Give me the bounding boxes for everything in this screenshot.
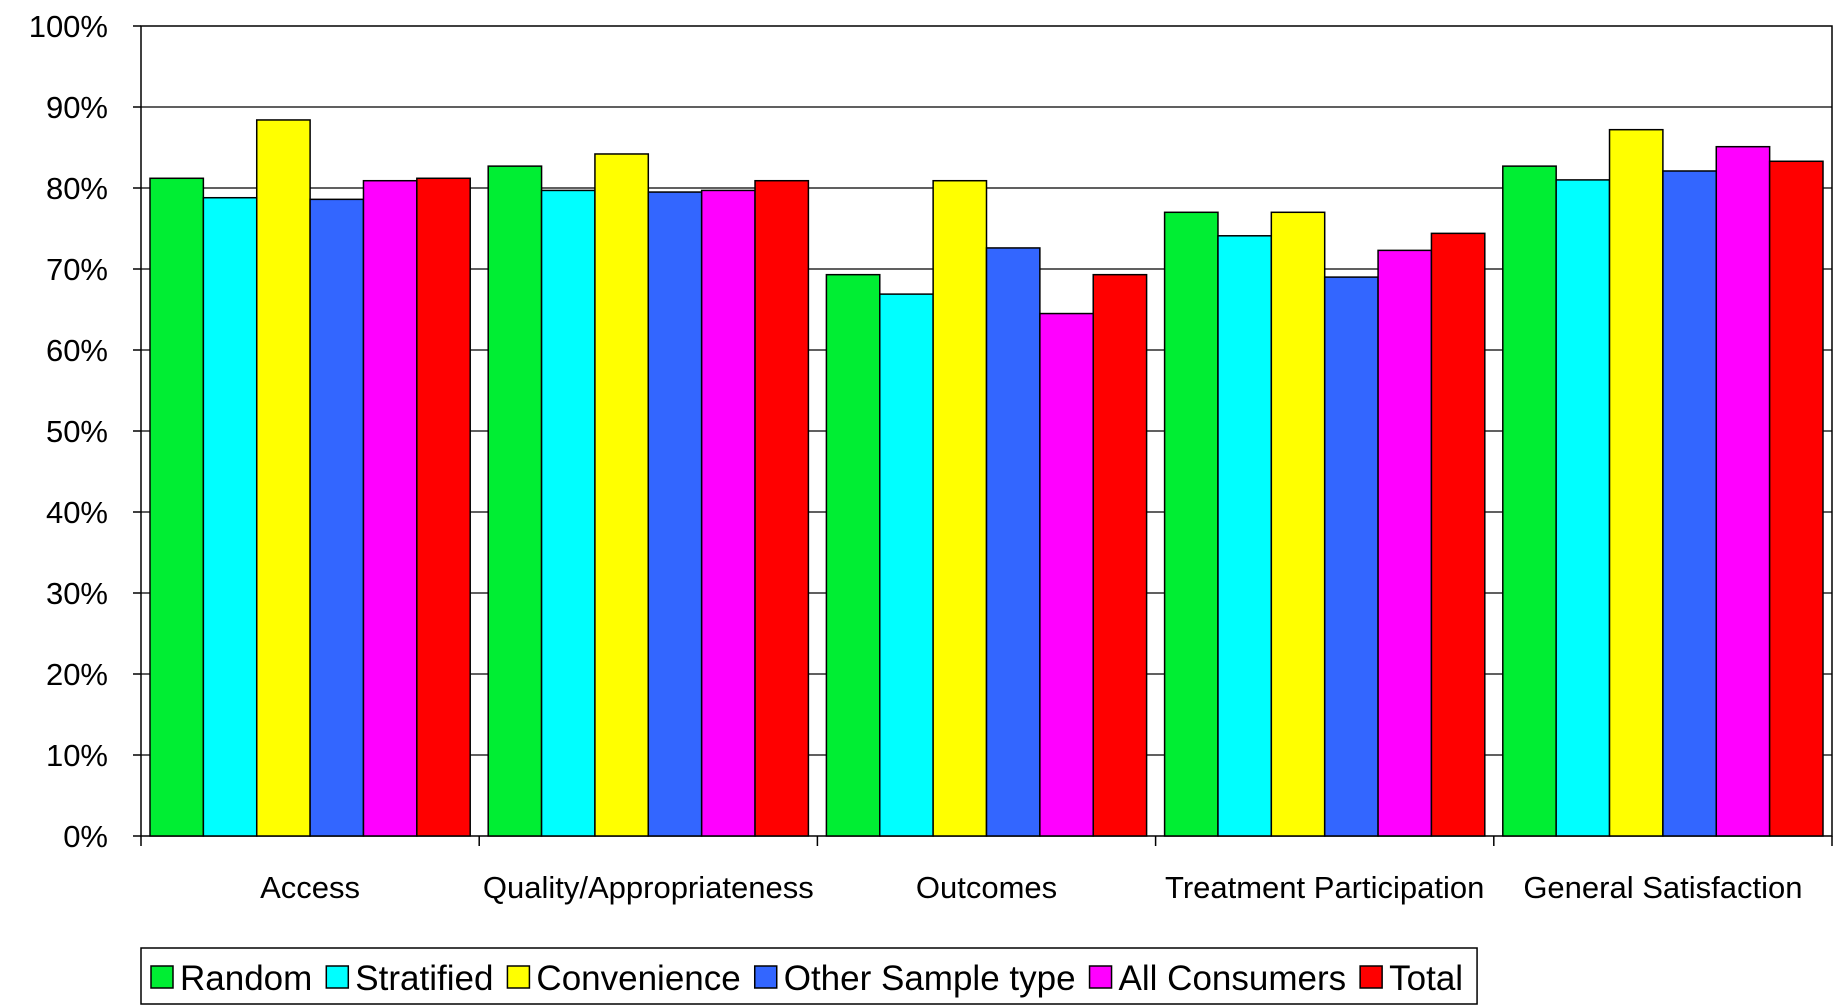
bar-all-consumers-4: [1716, 147, 1769, 836]
x-axis-category-labels: Access Quality/Appropriateness Outcomes Tre…: [260, 870, 1802, 905]
legend: Random Stratified Convenience Other Sample …: [141, 948, 1477, 1004]
y-tick-label: 70%: [46, 252, 108, 287]
legend-label-convenience: Convenience: [536, 959, 740, 998]
legend-swatch-other-sample-type: [755, 966, 777, 988]
legend-swatch-convenience: [507, 966, 529, 988]
legend-swatch-random: [151, 966, 173, 988]
bar-stratified-3: [1218, 236, 1271, 836]
y-tick-label: 50%: [46, 414, 108, 449]
bar-random-0: [150, 178, 203, 836]
bar-convenience-2: [933, 181, 986, 836]
bar-other-sample-type-0: [310, 199, 363, 836]
bar-all-consumers-2: [1040, 314, 1093, 836]
x-category-label: Access: [260, 870, 360, 905]
bar-random-1: [488, 166, 541, 836]
bar-other-sample-type-4: [1663, 171, 1716, 836]
bar-random-2: [826, 275, 879, 836]
bar-all-consumers-0: [363, 181, 416, 836]
legend-label-all-consumers: All Consumers: [1119, 959, 1347, 998]
bar-stratified-1: [542, 190, 595, 836]
legend-label-random: Random: [180, 959, 312, 998]
bar-total-4: [1770, 161, 1823, 836]
legend-swatch-all-consumers: [1090, 966, 1112, 988]
bar-total-1: [755, 181, 808, 836]
y-tick-label: 80%: [46, 171, 108, 206]
bar-stratified-2: [880, 294, 933, 836]
bar-random-3: [1165, 212, 1218, 836]
x-category-label: Outcomes: [916, 870, 1057, 905]
legend-swatch-stratified: [326, 966, 348, 988]
y-axis-tick-labels: 0% 10% 20% 30% 40% 50% 60% 70% 80% 90% 100%: [29, 9, 108, 854]
bar-convenience-1: [595, 154, 648, 836]
y-tick-label: 40%: [46, 495, 108, 530]
x-category-label: Quality/Appropriateness: [483, 870, 814, 905]
y-tick-label: 90%: [46, 90, 108, 125]
y-tick-label: 30%: [46, 576, 108, 611]
bar-convenience-3: [1271, 212, 1324, 836]
bar-total-3: [1431, 233, 1484, 836]
bar-other-sample-type-2: [987, 248, 1040, 836]
x-category-label: General Satisfaction: [1523, 870, 1802, 905]
bar-other-sample-type-3: [1325, 277, 1378, 836]
legend-label-total: Total: [1389, 959, 1463, 998]
legend-label-other-sample-type: Other Sample type: [784, 959, 1076, 998]
bar-other-sample-type-1: [648, 192, 701, 836]
y-tick-label: 0%: [63, 819, 108, 854]
x-category-label: Treatment Participation: [1165, 870, 1484, 905]
bar-total-2: [1093, 275, 1146, 836]
bar-convenience-0: [257, 120, 310, 836]
y-tick-label: 10%: [46, 738, 108, 773]
bar-stratified-0: [203, 198, 256, 836]
y-tick-label: 20%: [46, 657, 108, 692]
bar-convenience-4: [1610, 130, 1663, 836]
y-tick-label: 100%: [29, 9, 108, 44]
bar-stratified-4: [1556, 180, 1609, 836]
bar-total-0: [417, 178, 470, 836]
y-tick-label: 60%: [46, 333, 108, 368]
legend-label-stratified: Stratified: [355, 959, 493, 998]
legend-swatch-total: [1360, 966, 1382, 988]
bar-all-consumers-3: [1378, 250, 1431, 836]
bar-all-consumers-1: [702, 190, 755, 836]
bars: [150, 120, 1823, 836]
bar-random-4: [1503, 166, 1556, 836]
